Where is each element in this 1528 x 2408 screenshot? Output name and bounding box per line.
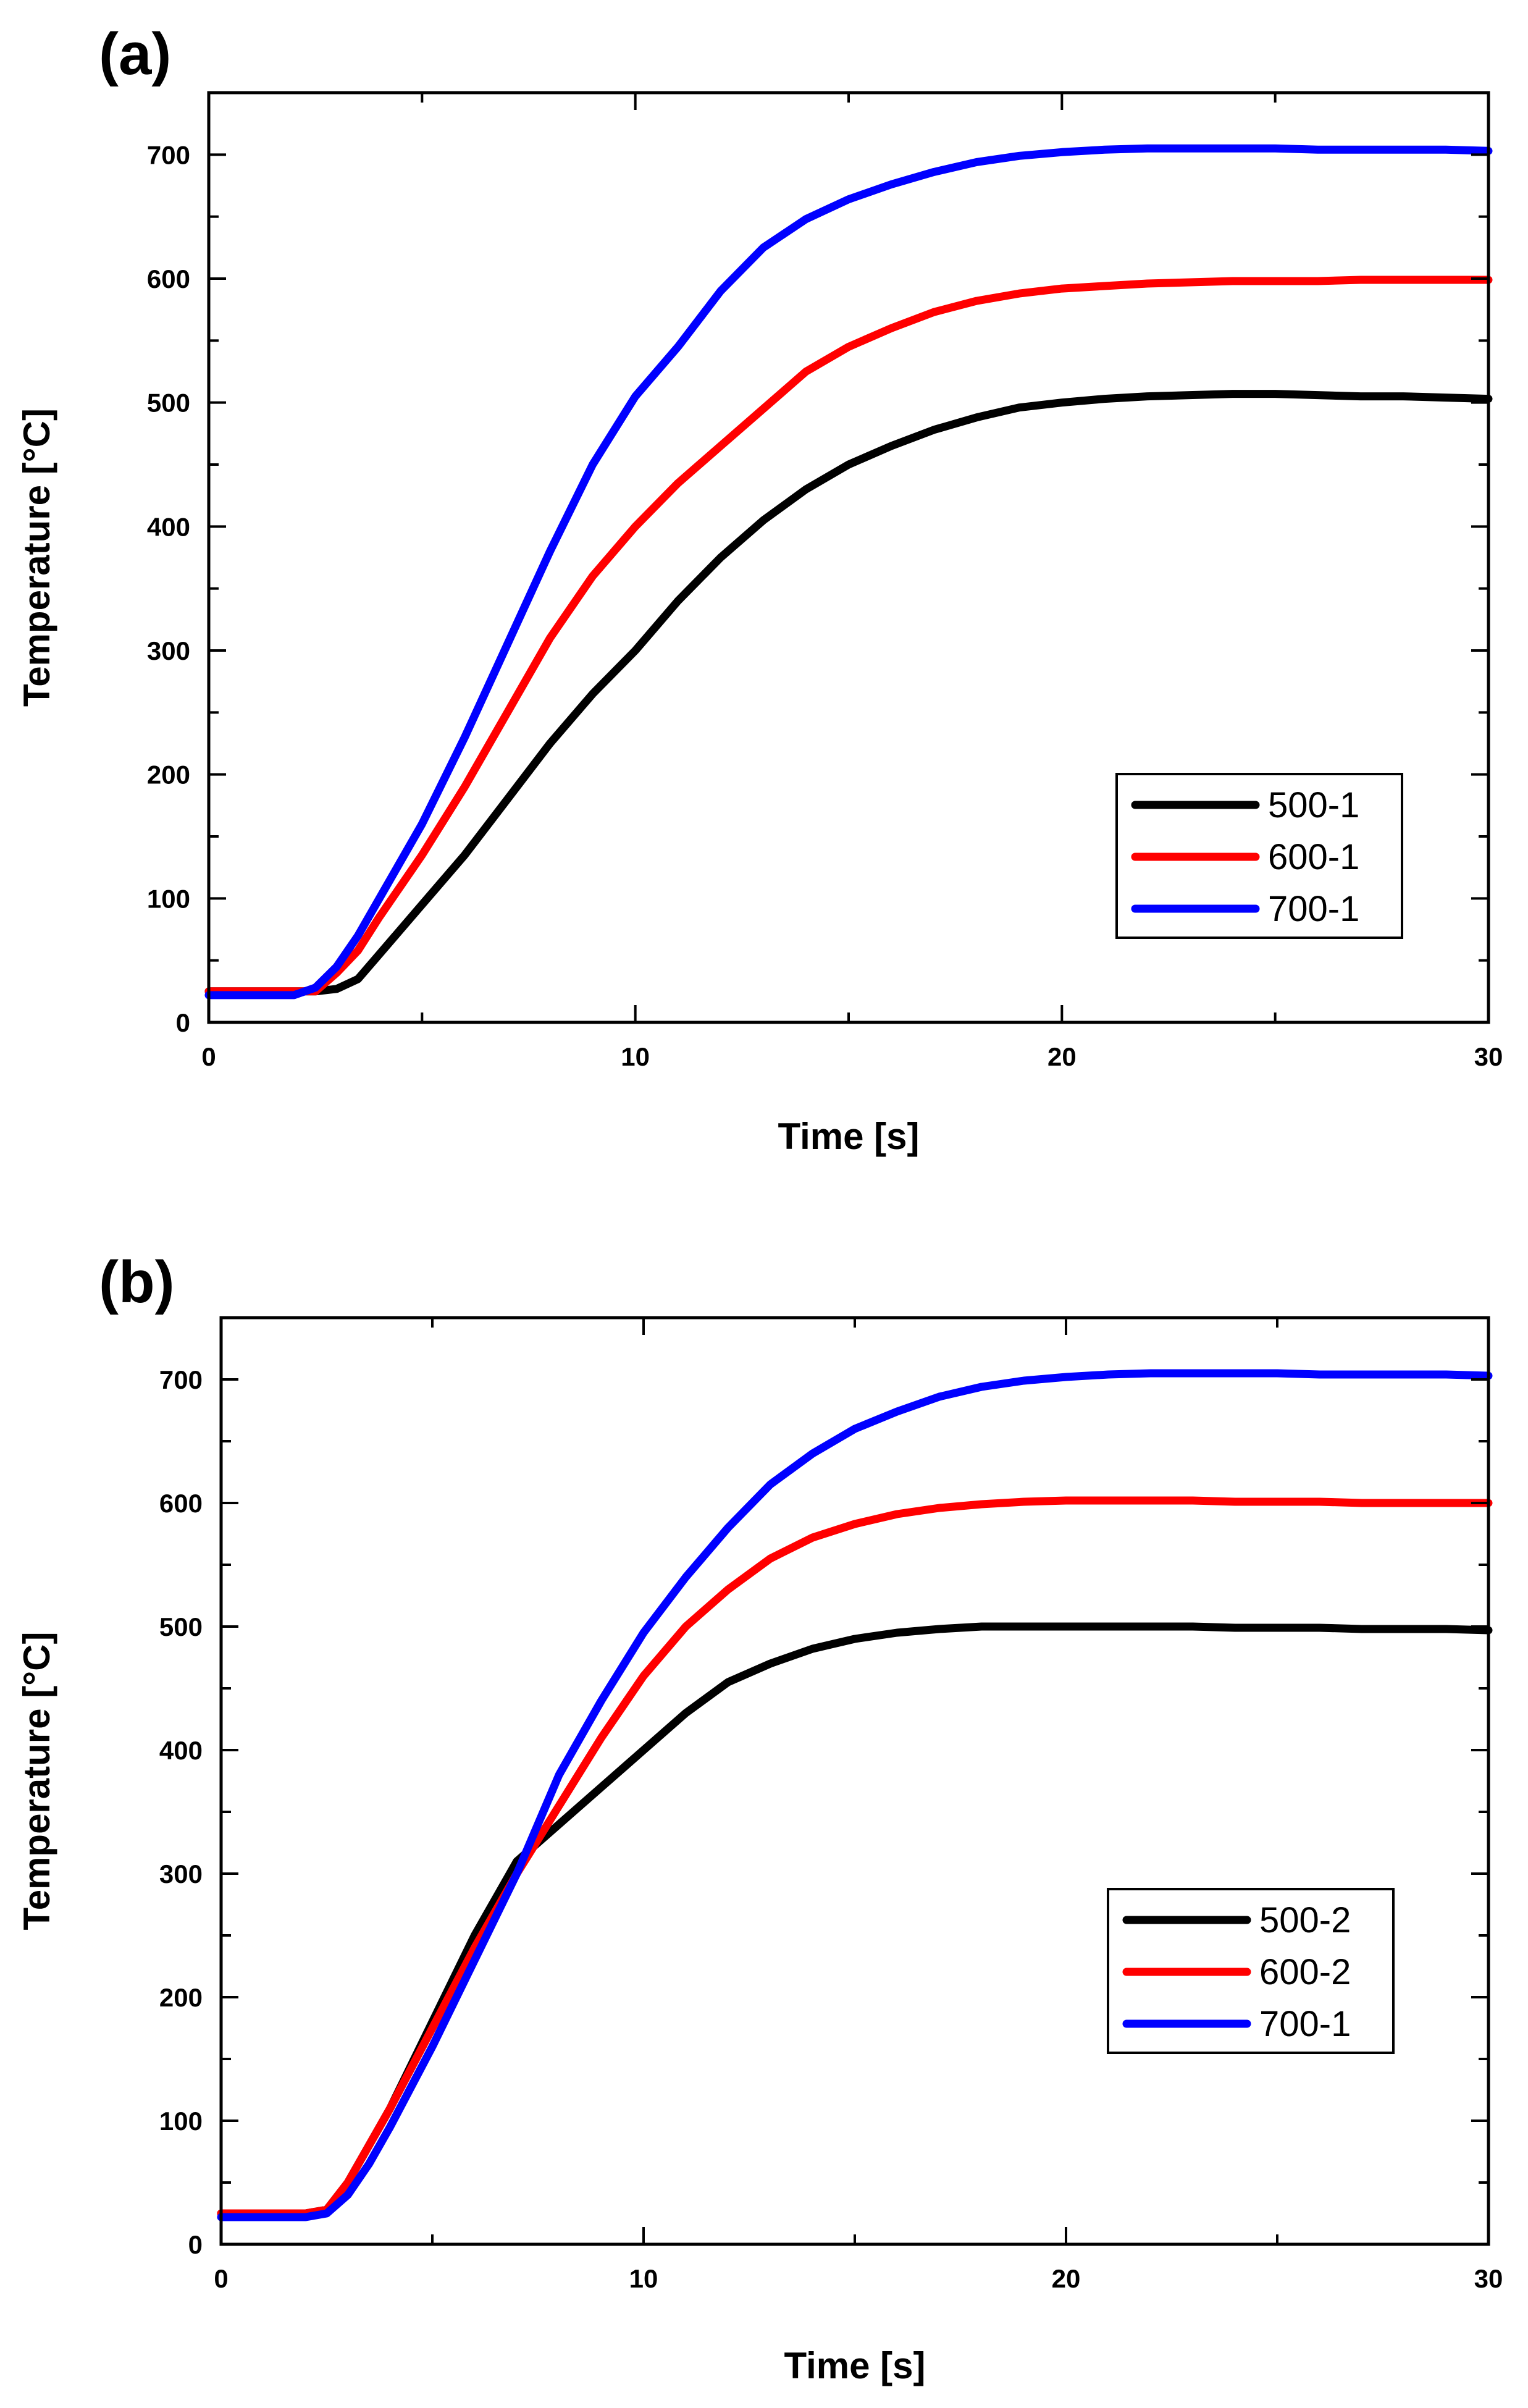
- y-tick-label: 600: [147, 264, 190, 293]
- x-tick-label: 30: [1474, 2264, 1503, 2293]
- x-tick-label: 10: [621, 1042, 650, 1071]
- x-axis-title: Time [s]: [784, 2345, 926, 2386]
- x-tick-label: 10: [629, 2264, 658, 2293]
- y-tick-label: 200: [147, 760, 190, 789]
- y-axis-title: Temperature [°C]: [16, 1632, 57, 1930]
- y-tick-label: 0: [176, 1008, 190, 1037]
- panel-label: (b): [99, 1249, 175, 1315]
- y-axis-title: Temperature [°C]: [16, 408, 57, 707]
- y-tick-label: 300: [159, 1859, 203, 1888]
- series-line-700-1: [217, 1369, 1493, 2221]
- series-line-600-1: [204, 276, 1493, 996]
- y-tick-label: 500: [159, 1612, 203, 1641]
- y-tick-label: 500: [147, 389, 190, 418]
- legend: 500-1 600-1 700-1: [1115, 773, 1403, 939]
- series-line-700-1: [204, 144, 1493, 1000]
- y-tick-label: 400: [147, 512, 190, 541]
- legend-label-500-2: 500-2: [1259, 1900, 1351, 1940]
- x-tick-label: 20: [1052, 2264, 1081, 2293]
- series-line-600-2: [217, 1496, 1493, 2218]
- x-axis-title: Time [s]: [778, 1116, 920, 1157]
- y-tick-label: 700: [159, 1365, 203, 1394]
- y-tick-label: 200: [159, 1983, 203, 2012]
- legend-label-500-1: 500-1: [1268, 785, 1359, 825]
- x-tick-label: 30: [1474, 1042, 1503, 1071]
- legend-label-600-1: 600-1: [1268, 837, 1359, 877]
- y-tick-label: 0: [188, 2230, 203, 2259]
- legend: 500-2 600-2 700-1: [1107, 1888, 1395, 2054]
- plot-frame: [219, 1316, 1490, 2246]
- legend-label-600-2: 600-2: [1259, 1952, 1351, 1992]
- x-tick-label: 0: [214, 2264, 228, 2293]
- y-tick-label: 100: [159, 2107, 203, 2136]
- y-tick-label: 300: [147, 636, 190, 665]
- x-tick-label: 20: [1047, 1042, 1077, 1071]
- y-tick-label: 400: [159, 1736, 203, 1765]
- series-line-500-1: [204, 390, 1493, 996]
- x-tick-label: 0: [201, 1042, 216, 1071]
- panel-label: (a): [99, 21, 171, 87]
- y-tick-label: 600: [159, 1489, 203, 1518]
- legend-label-700-1: 700-1: [1259, 2004, 1351, 2044]
- y-tick-label: 100: [147, 884, 190, 913]
- y-tick-label: 700: [147, 140, 190, 169]
- legend-label-700-1: 700-1: [1268, 889, 1359, 929]
